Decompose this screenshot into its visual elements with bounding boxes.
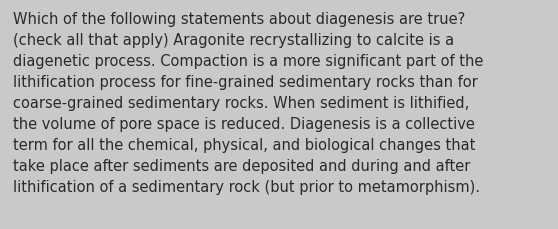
Text: Which of the following statements about diagenesis are true?
(check all that app: Which of the following statements about … — [13, 12, 483, 194]
